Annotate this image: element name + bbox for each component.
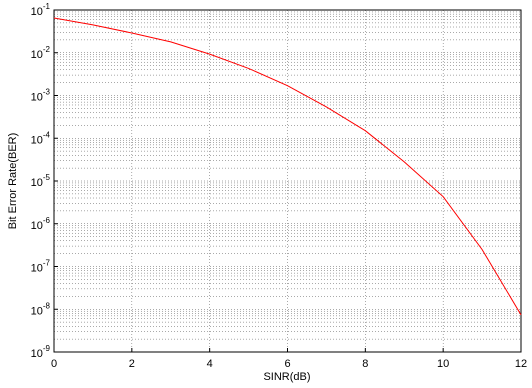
x-axis-label: SINR(dB) [263, 371, 310, 383]
y-tick-base: 10 [31, 92, 43, 104]
y-tick-base: 10 [31, 220, 43, 232]
y-axis-label: Bit Error Rate(BER) [7, 133, 19, 230]
x-tick-label: 10 [437, 358, 449, 370]
y-tick-label: 10-9 [31, 344, 51, 360]
y-tick-base: 10 [31, 348, 43, 360]
y-tick-label: 10-5 [31, 173, 51, 189]
y-tick-exponent: -1 [43, 2, 51, 11]
y-tick-label: 10-7 [31, 259, 51, 275]
y-tick-label: 10-2 [31, 45, 51, 61]
x-tick-label: 4 [207, 358, 213, 370]
y-tick-exponent: -9 [43, 344, 51, 353]
x-tick-label: 12 [515, 358, 527, 370]
y-tick-exponent: -5 [43, 173, 51, 182]
y-tick-base: 10 [31, 6, 43, 18]
y-tick-base: 10 [31, 177, 43, 189]
y-tick-label: 10-8 [31, 301, 51, 317]
y-tick-exponent: -4 [43, 130, 51, 139]
y-tick-base: 10 [31, 305, 43, 317]
x-tick-label: 2 [129, 358, 135, 370]
y-tick-exponent: -3 [43, 88, 51, 97]
plot-frame [53, 9, 522, 353]
data-line [53, 17, 522, 316]
y-tick-exponent: -8 [43, 301, 51, 310]
y-tick-label: 10-1 [31, 2, 51, 18]
x-tick-label: 6 [284, 358, 290, 370]
y-tick-label: 10-3 [31, 88, 51, 104]
y-tick-exponent: -6 [43, 216, 51, 225]
y-tick-exponent: -2 [43, 45, 51, 54]
x-tick-label: 0 [51, 358, 57, 370]
y-tick-label: 10-4 [31, 130, 51, 146]
y-tick-base: 10 [31, 49, 43, 61]
y-tick-base: 10 [31, 263, 43, 275]
y-tick-label: 10-6 [31, 216, 51, 232]
x-tick-label: 8 [362, 358, 368, 370]
y-tick-base: 10 [31, 134, 43, 146]
y-tick-exponent: -7 [43, 259, 51, 268]
